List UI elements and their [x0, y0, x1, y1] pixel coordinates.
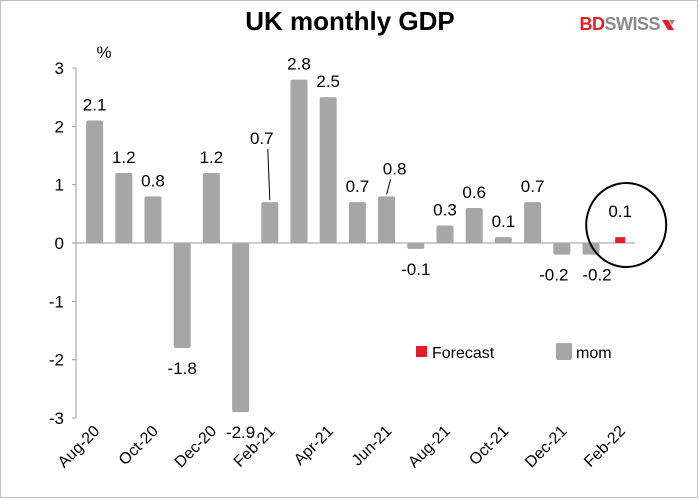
logo-text-grey: SWISS	[604, 14, 660, 34]
legend-forecast-swatch	[416, 346, 427, 357]
x-tick-labels-layer: Aug-20 Oct-20 Dec-20 Feb-21 Apr-21 Jun-21 Aug-…	[55, 423, 629, 472]
data-label: 0.6	[462, 183, 486, 202]
y-tick-label: -3	[49, 409, 64, 428]
data-label: 0.7	[346, 177, 370, 196]
y-tick-label: 1	[55, 176, 64, 195]
mom-bar	[115, 173, 133, 243]
data-label: 0.3	[433, 201, 457, 220]
annotation-layer	[585, 182, 668, 268]
data-label: 2.5	[316, 72, 340, 91]
mom-bar	[173, 243, 191, 348]
data-label-leader-line	[386, 179, 392, 195]
x-tick-label: Apr-21	[291, 423, 337, 469]
x-tick-label: Feb-22	[581, 423, 629, 471]
chart-title: UK monthly GDP	[245, 6, 455, 36]
data-label: 0.7	[250, 129, 274, 148]
axes-layer: -3 -2 -1 0 1 2 3%	[49, 43, 635, 428]
mom-bar	[290, 79, 308, 244]
y-axis-unit-label: %	[96, 43, 111, 62]
data-label: 0.8	[141, 171, 165, 190]
x-tick-label: Dec-21	[522, 423, 571, 472]
x-tick-label: Jun-21	[349, 423, 396, 470]
data-label: -1.8	[168, 359, 197, 378]
y-tick-label: 0	[55, 234, 64, 253]
mom-bar	[553, 243, 571, 255]
y-tick-label: 3	[55, 59, 64, 78]
legend-layer: Forecast mom	[416, 343, 612, 362]
data-labels-layer: 2.1 1.2 0.8 -1.8 1.2 -2.9 0.7 2.8 2.5 0.7 0.8 -0.1 0…	[83, 55, 632, 442]
data-label: -2.9	[226, 423, 255, 442]
mom-bar	[348, 202, 366, 243]
data-label: 0.1	[608, 202, 632, 221]
forecast-highlight-circle	[585, 182, 668, 268]
x-tick-label: Oct-20	[116, 423, 162, 469]
data-label: -0.1	[401, 260, 430, 279]
mom-bar	[319, 97, 337, 244]
mom-bar	[436, 225, 454, 243]
x-tick-label: Oct-21	[466, 423, 512, 469]
data-label: 2.1	[83, 96, 107, 115]
y-tick-label: -1	[49, 292, 64, 311]
bars-layer	[86, 79, 626, 413]
forecast-bar	[615, 237, 626, 243]
mom-bar	[144, 196, 162, 243]
data-label: -0.2	[582, 266, 611, 285]
data-label: 1.2	[112, 148, 136, 167]
mom-bar	[232, 243, 250, 413]
bdswiss-logo: BD SWISS	[579, 14, 676, 35]
mom-bar	[378, 196, 396, 243]
logo-text-red: BD	[579, 14, 605, 34]
data-label: 1.2	[200, 148, 224, 167]
mom-bar	[86, 120, 104, 243]
data-label-leader-line	[267, 149, 271, 201]
legend-mom-swatch	[556, 343, 572, 360]
data-label: 0.7	[521, 177, 545, 196]
mom-bar	[524, 202, 542, 243]
mom-bar	[261, 202, 279, 243]
x-tick-label: Dec-20	[172, 423, 221, 472]
x-tick-label: Aug-20	[55, 423, 104, 472]
legend-forecast-label: Forecast	[432, 345, 495, 362]
legend-mom-label: mom	[576, 345, 612, 362]
x-tick-label: Aug-21	[405, 423, 454, 472]
data-label: 0.8	[383, 159, 407, 178]
data-label: 2.8	[287, 55, 311, 74]
mom-bar	[202, 173, 220, 243]
mom-bar	[465, 208, 483, 243]
data-label: -0.2	[539, 266, 568, 285]
mom-bar	[407, 243, 425, 249]
logo-chevron-icon	[662, 19, 675, 30]
data-label: 0.1	[492, 212, 516, 231]
y-tick-label: 2	[55, 117, 64, 136]
mom-bar	[494, 237, 512, 243]
y-tick-label: -2	[49, 351, 64, 370]
